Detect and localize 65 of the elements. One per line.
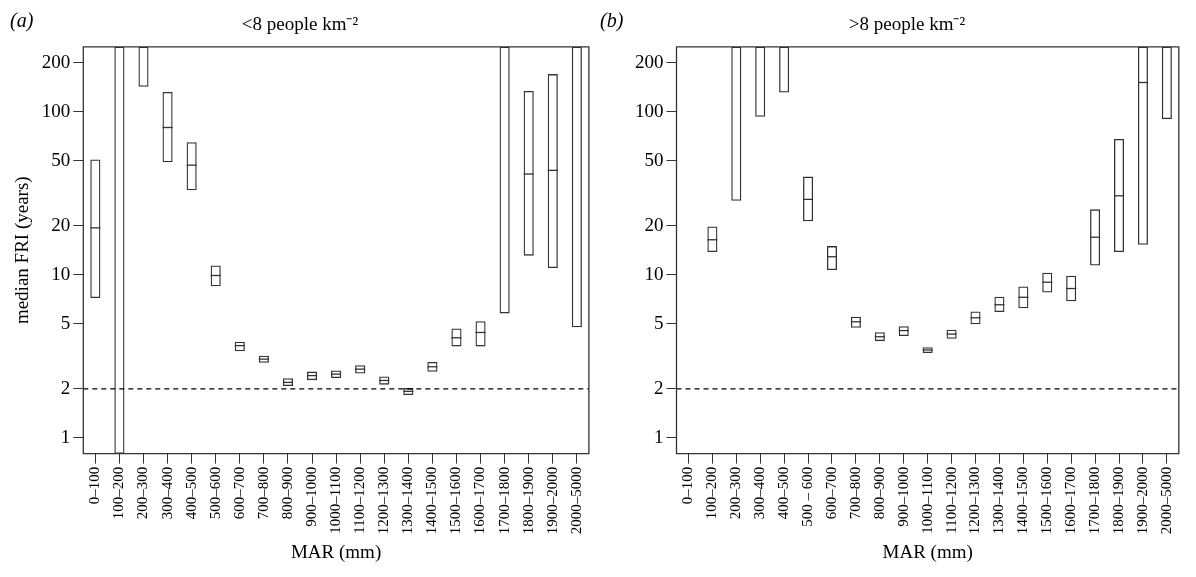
x-tick-label: 1700–1800 <box>1086 466 1103 535</box>
x-tick-label: 1800–1900 <box>519 466 536 535</box>
x-tick-label: 1100–1200 <box>351 466 368 534</box>
x-tick-label: 800–900 <box>870 466 887 520</box>
x-tick-label: 700–800 <box>846 466 863 520</box>
y-tick-label: 20 <box>644 213 664 235</box>
y-axis-title: median FRI (years) <box>11 176 34 325</box>
chart-title: >8 people km⁻² <box>848 13 966 35</box>
y-tick-label: 2 <box>654 376 664 398</box>
y-tick-label: 10 <box>644 262 664 284</box>
y-tick-label: 50 <box>644 148 664 170</box>
x-tick-label: 800–900 <box>278 466 295 520</box>
x-tick-label: 100–200 <box>703 466 720 520</box>
x-axis-title: MAR (mm) <box>290 540 382 563</box>
x-tick-label: 300–400 <box>158 466 175 520</box>
x-tick-label: 400–500 <box>775 466 792 520</box>
x-tick-label: 0–100 <box>86 466 103 505</box>
x-tick-label: 1200–1300 <box>966 466 983 535</box>
chart-title: <8 people km⁻² <box>241 13 359 35</box>
y-tick-label: 1 <box>654 425 664 447</box>
x-tick-label: 1700–1800 <box>495 466 512 535</box>
x-tick-label: 600–700 <box>230 466 247 520</box>
y-tick-label: 50 <box>51 148 71 170</box>
x-tick-label: 1500–1600 <box>1038 466 1055 535</box>
x-tick-label: 1600–1700 <box>1062 466 1079 535</box>
y-tick-label: 200 <box>635 50 664 72</box>
x-tick-label: 200–300 <box>134 466 151 520</box>
x-tick-label: 2000–5000 <box>1157 466 1174 535</box>
x-tick-label: 700–800 <box>254 466 271 520</box>
x-tick-label: 1900–2000 <box>543 466 560 535</box>
text: (a) <box>10 9 34 33</box>
x-tick-label: 900–1000 <box>894 466 911 527</box>
y-tick-label: 20 <box>51 213 71 235</box>
x-tick-label: 1100–1200 <box>942 466 959 534</box>
y-tick-label: 5 <box>654 311 664 333</box>
x-tick-label: 500 – 600 <box>799 466 815 527</box>
y-tick-label: 1 <box>60 425 71 447</box>
x-tick-label: 1000–1100 <box>327 466 344 534</box>
x-axis-title: MAR (mm) <box>882 540 973 563</box>
x-tick-label: 500–600 <box>206 466 223 520</box>
x-tick-label: 2000–5000 <box>567 466 584 535</box>
x-tick-label: 1600–1700 <box>471 466 488 535</box>
x-tick-label: 1400–1500 <box>423 466 440 535</box>
x-tick-label: 400–500 <box>182 466 199 520</box>
x-tick-label: 1300–1400 <box>399 466 416 535</box>
x-tick-label: 1000–1100 <box>918 466 935 534</box>
x-tick-label: 0–100 <box>679 466 696 505</box>
x-tick-label: 900–1000 <box>302 466 319 527</box>
x-tick-label: 1900–2000 <box>1133 466 1150 535</box>
x-tick-label: 200–300 <box>727 466 744 520</box>
x-tick-label: 1300–1400 <box>990 466 1007 535</box>
x-tick-label: 300–400 <box>751 466 768 520</box>
y-tick-label: 200 <box>41 50 71 72</box>
y-tick-label: 100 <box>41 99 71 121</box>
y-tick-label: 100 <box>635 99 664 121</box>
x-tick-label: 600–700 <box>822 466 839 520</box>
x-tick-label: 1400–1500 <box>1014 466 1031 535</box>
y-tick-label: 10 <box>51 262 71 284</box>
x-tick-label: 1200–1300 <box>375 466 392 535</box>
x-tick-label: 100–200 <box>110 466 127 520</box>
x-tick-label: 1800–1900 <box>1109 466 1126 535</box>
text: (b) <box>600 9 624 33</box>
x-tick-label: 1500–1600 <box>447 466 464 535</box>
y-tick-label: 5 <box>60 311 71 333</box>
y-tick-label: 2 <box>60 376 71 398</box>
